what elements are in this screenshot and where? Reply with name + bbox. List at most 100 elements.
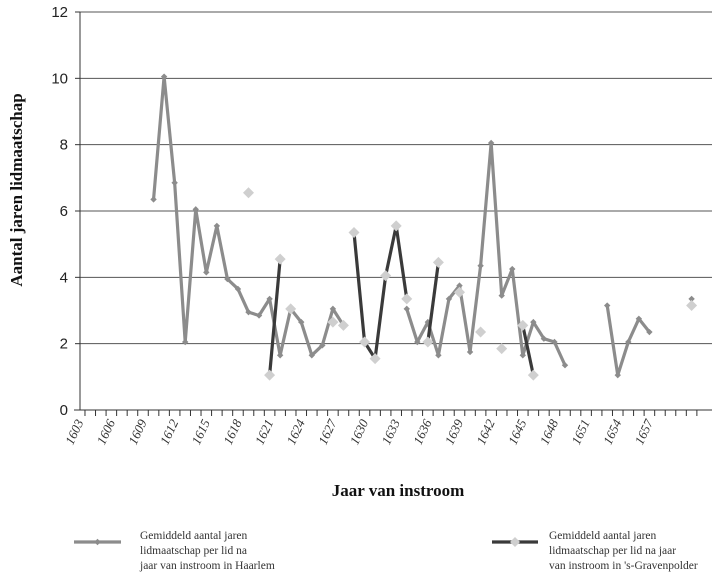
y-tick-label: 4 — [60, 269, 68, 286]
data-point — [496, 343, 508, 355]
x-tick-label: 1633 — [378, 416, 403, 446]
data-point — [224, 275, 231, 283]
data-point — [432, 256, 444, 268]
data-point — [192, 206, 199, 213]
data-point — [445, 295, 453, 303]
legend-label: jaar van instroom in Haarlem — [139, 560, 275, 572]
y-axis-label: Aantal jaren lidmaatschap — [7, 93, 26, 286]
legend-swatch-marker — [510, 537, 520, 547]
data-point — [380, 270, 392, 282]
data-point — [308, 352, 315, 359]
x-tick-label: 1642 — [473, 416, 498, 446]
data-point — [688, 295, 695, 303]
data-point — [686, 300, 698, 312]
x-tick-labels: 1603 1606 1609 1612 1615 1618 1621 1624 1627 1630… — [62, 416, 656, 446]
data-point — [266, 295, 273, 303]
series-line — [268, 258, 282, 376]
series-layer — [150, 73, 698, 381]
data-point — [625, 338, 632, 346]
x-tick-label: 1618 — [220, 416, 245, 446]
data-point — [527, 369, 539, 381]
data-point — [234, 285, 242, 293]
data-point — [475, 326, 487, 338]
data-point — [369, 353, 381, 365]
data-point — [435, 352, 442, 359]
data-point — [319, 342, 326, 349]
series-line — [521, 325, 535, 376]
y-tick-label: 6 — [60, 203, 68, 220]
y-tick-label: 2 — [60, 336, 68, 353]
data-point — [530, 318, 537, 326]
data-point — [298, 318, 305, 326]
y-tick-label: 12 — [51, 4, 68, 21]
series-line — [426, 262, 440, 343]
x-tick-label: 1624 — [283, 416, 308, 446]
data-point — [255, 312, 263, 319]
x-tick-label: 1654 — [600, 416, 625, 446]
data-point — [327, 316, 339, 328]
data-point — [276, 352, 284, 359]
data-point — [519, 352, 526, 359]
data-point — [182, 338, 189, 346]
legend-label: lidmaatschap per lid na jaar — [549, 545, 676, 557]
data-point — [243, 187, 254, 199]
data-point — [635, 315, 643, 322]
data-point — [160, 73, 168, 80]
gridlines — [80, 11, 712, 345]
data-point — [561, 362, 569, 369]
data-point — [454, 286, 465, 298]
data-point — [403, 305, 410, 313]
legend-label: lidmaatschap per lid na — [140, 545, 247, 557]
x-tick-label: 1639 — [442, 416, 467, 446]
y-tick-label: 0 — [60, 402, 68, 419]
data-point — [456, 282, 463, 289]
data-point — [264, 369, 276, 381]
axes — [74, 11, 712, 416]
data-point — [274, 253, 286, 265]
data-point — [422, 336, 434, 348]
x-tick-label: 1627 — [315, 416, 340, 446]
legend-label: van instroom in 's-Gravenpolder — [549, 560, 698, 572]
x-tick-label: 1621 — [252, 417, 277, 447]
data-point — [466, 348, 474, 356]
data-point — [390, 220, 402, 232]
series-line — [405, 141, 567, 366]
series-1 — [150, 73, 695, 379]
series-2 — [243, 187, 698, 381]
y-tick-labels: 0 2 4 6 8 10 12 — [51, 4, 68, 419]
x-tick-label: 1657 — [632, 416, 657, 446]
y-tick-label: 10 — [51, 70, 68, 87]
x-tick-label: 1615 — [188, 416, 213, 446]
data-point — [498, 292, 505, 299]
x-tick-label: 1630 — [347, 416, 372, 446]
legend-label: Gemiddeld aantal jaren — [140, 530, 248, 542]
legend-label: Gemiddeld aantal jaren — [549, 530, 657, 542]
data-point — [329, 305, 337, 313]
x-tick-label: 1648 — [537, 416, 562, 446]
data-point — [540, 335, 548, 342]
legend-item-1: Gemiddeld aantal jaren lidmaatschap per l… — [74, 530, 275, 572]
legend-swatch-marker — [94, 538, 101, 546]
data-point — [285, 303, 297, 315]
data-point — [213, 222, 221, 230]
legend-item-2: Gemiddeld aantal jaren lidmaatschap per l… — [492, 530, 698, 572]
data-point — [517, 319, 529, 331]
x-tick-label: 1645 — [505, 416, 530, 446]
data-point — [414, 338, 421, 346]
data-point — [487, 139, 495, 147]
data-point — [150, 196, 157, 203]
data-point — [551, 338, 558, 346]
x-tick-label: 1636 — [410, 416, 435, 446]
data-point — [337, 319, 349, 331]
x-axis-label: Jaar van instroom — [332, 481, 465, 500]
data-point — [646, 328, 653, 336]
data-point — [401, 293, 413, 305]
x-tick-label: 1609 — [125, 416, 150, 446]
x-tick-label: 1612 — [157, 416, 182, 446]
x-tick-label: 1603 — [62, 416, 87, 446]
data-point — [245, 308, 252, 316]
y-tick-label: 8 — [60, 137, 68, 154]
data-point — [509, 265, 516, 273]
data-point — [203, 269, 210, 276]
